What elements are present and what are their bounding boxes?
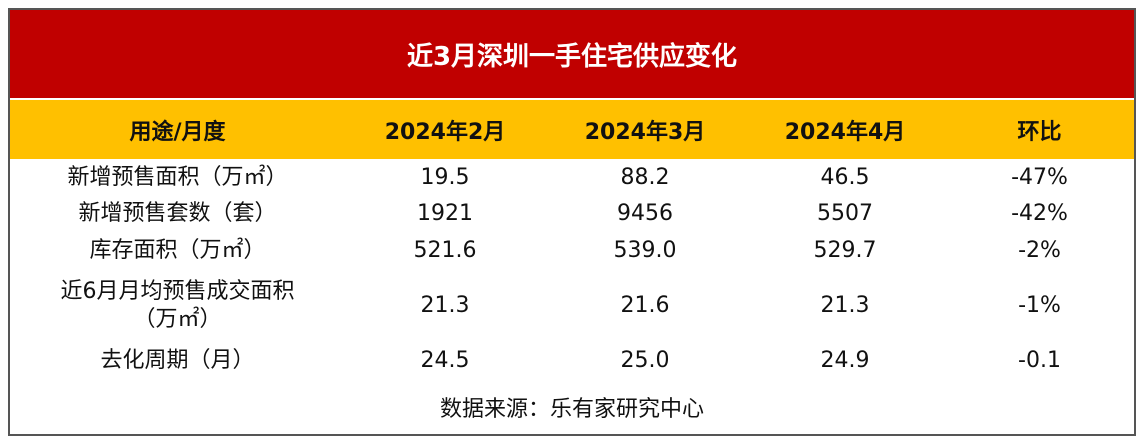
source-row: 数据来源：乐有家研究中心 [10, 379, 1134, 434]
data-cell: 21.3 [820, 292, 870, 318]
data-cell: 25.0 [620, 347, 670, 373]
data-cell: 9456 [617, 201, 673, 227]
data-cell: 24.5 [420, 347, 470, 373]
data-cell: 529.7 [813, 237, 877, 263]
row-label: 去化周期（月） [100, 347, 255, 373]
data-cell: -1% [1018, 292, 1061, 318]
row-label: 近6月月均预售成交面积（万㎡） [60, 278, 295, 332]
row-label: 新增预售套数（套） [78, 201, 277, 227]
table-panel: 近3月深圳一手住宅供应变化 用途/月度 2024年2月 2024年3月 2024年4月… [8, 8, 1136, 436]
data-cell: 521.6 [413, 237, 477, 263]
data-cell: 46.5 [820, 164, 870, 190]
table-title: 近3月深圳一手住宅供应变化 [10, 10, 1134, 100]
header-cell: 用途/月度 [10, 98, 345, 160]
data-cell: 88.2 [620, 164, 670, 190]
data-cell: 24.9 [820, 347, 870, 373]
data-row: 库存面积（万㎡） 521.6 539.0 529.7 -2% [10, 233, 1134, 270]
data-row: 新增预售套数（套） 1921 9456 5507 -42% [10, 196, 1134, 233]
data-row: 近6月月均预售成交面积（万㎡） 21.3 21.6 21.3 -1% [10, 269, 1134, 342]
header-cell: 环比 [945, 98, 1134, 160]
data-cell: 21.3 [420, 292, 470, 318]
data-cell: 539.0 [613, 237, 677, 263]
data-cell: -47% [1011, 164, 1068, 190]
source-note: 数据来源：乐有家研究中心 [439, 396, 704, 422]
table: 近3月深圳一手住宅供应变化 用途/月度 2024年2月 2024年3月 2024年4月… [10, 10, 1134, 434]
data-cell: 1921 [417, 201, 473, 227]
data-row: 新增预售面积（万㎡） 19.5 88.2 46.5 -47% [10, 159, 1134, 196]
data-cell: -2% [1018, 237, 1061, 263]
header-cell: 2024年2月 [345, 98, 545, 160]
header-cell: 2024年4月 [745, 98, 945, 160]
data-cell: 19.5 [420, 164, 470, 190]
data-cell: -42% [1011, 201, 1068, 227]
data-cell: 5507 [817, 201, 873, 227]
header-cell: 2024年3月 [545, 98, 745, 160]
row-label: 新增预售面积（万㎡） [67, 164, 288, 190]
data-row: 去化周期（月） 24.5 25.0 24.9 -0.1 [10, 342, 1134, 379]
data-cell: -0.1 [1018, 347, 1061, 373]
data-cell: 21.6 [620, 292, 670, 318]
header-row: 用途/月度 2024年2月 2024年3月 2024年4月 环比 [10, 98, 1134, 160]
row-label: 库存面积（万㎡） [89, 237, 266, 263]
